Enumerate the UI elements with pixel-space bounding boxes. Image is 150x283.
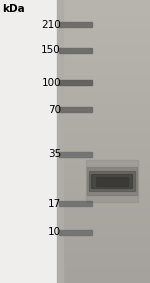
Text: 150: 150 <box>41 45 61 55</box>
Text: 17: 17 <box>48 199 61 209</box>
Bar <box>58 80 92 85</box>
Text: 210: 210 <box>41 20 61 30</box>
Bar <box>96 177 128 186</box>
Bar <box>58 201 92 206</box>
Text: 70: 70 <box>48 105 61 115</box>
Bar <box>58 107 92 112</box>
Text: kDa: kDa <box>2 4 25 14</box>
Bar <box>91 174 132 188</box>
Text: 35: 35 <box>48 149 61 159</box>
Bar <box>85 160 138 202</box>
Bar <box>89 171 135 191</box>
Bar <box>58 230 92 235</box>
Bar <box>58 48 92 53</box>
Bar <box>58 152 92 157</box>
Bar <box>58 22 92 27</box>
Bar <box>87 167 137 195</box>
Bar <box>0 0 63 283</box>
Bar <box>57 0 63 283</box>
Text: 100: 100 <box>41 78 61 88</box>
Text: 10: 10 <box>48 227 61 237</box>
